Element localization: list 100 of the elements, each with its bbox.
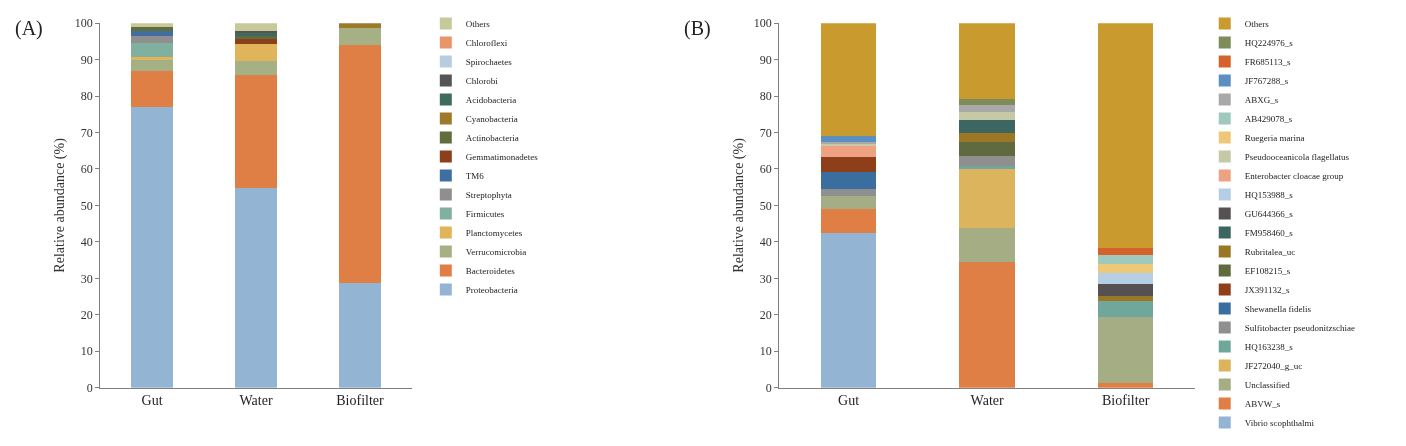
bar <box>1098 255 1154 264</box>
bar <box>235 74 277 188</box>
chart-title: (B) <box>684 17 711 40</box>
legend-label: Chlorobi <box>465 75 499 86</box>
legend-label: ABVW_s <box>1244 398 1281 409</box>
bar <box>959 141 1015 156</box>
legend-label: Cyanobacteria <box>465 113 518 124</box>
legend-label: Proteobacteria <box>465 284 518 295</box>
legend-label: FM958460_s <box>1244 227 1294 238</box>
y-tick-label: 10 <box>80 344 93 359</box>
bar <box>959 155 1015 167</box>
bar <box>339 28 381 46</box>
y-tick-label: 30 <box>759 271 772 286</box>
legend-label: Bacteroidetes <box>465 265 516 276</box>
legend-label: Chloroflexi <box>465 37 508 48</box>
legend-label: FR685113_s <box>1244 56 1291 67</box>
bar <box>235 61 277 75</box>
bar <box>959 120 1015 133</box>
legend-label: Gemmatimonadetes <box>465 151 539 162</box>
y-tick-label: 80 <box>759 89 772 104</box>
bar <box>820 23 877 136</box>
legend-label: TM6 <box>465 170 485 181</box>
y-tick-label: 50 <box>80 198 93 213</box>
legend-label: Firmicutes <box>465 208 505 219</box>
legend-label: Others <box>465 18 491 29</box>
bar <box>959 261 1015 388</box>
bar <box>820 135 877 142</box>
bar <box>959 168 1015 229</box>
bar <box>131 42 173 58</box>
legend-label: JX391132_s <box>1244 284 1290 295</box>
legend-label: Spirochaetes <box>465 56 513 67</box>
bar <box>820 233 877 388</box>
bar <box>131 59 173 71</box>
bar <box>131 106 173 388</box>
legend-label: HQ163238_s <box>1244 341 1294 352</box>
bar <box>235 44 277 62</box>
legend-label: Vibrio scophthalmi <box>1244 417 1315 428</box>
legend-label: Pseudooceanicola flagellatus <box>1244 151 1350 162</box>
legend-label: Shewanella fidelis <box>1244 303 1312 314</box>
y-tick-label: 40 <box>80 235 93 250</box>
bar <box>959 132 1015 142</box>
bar <box>959 23 1015 99</box>
legend-label: HQ153988_s <box>1244 189 1294 200</box>
bar <box>820 171 877 189</box>
legend-label: AB429078_s <box>1244 113 1293 124</box>
y-axis-title: Relative abundance (%) <box>731 137 748 273</box>
bar <box>131 35 173 43</box>
legend-label: Rubritalea_uc <box>1244 246 1296 257</box>
legend-label: Verrucomicrobia <box>465 246 527 257</box>
y-tick-label: 100 <box>753 16 772 31</box>
chart-title: (A) <box>15 17 43 40</box>
x-tick-label: Gut <box>141 393 163 409</box>
legend-label: Enterobacter cloacae group <box>1244 170 1344 181</box>
bar <box>339 282 381 388</box>
legend-label: JF272040_g_uc <box>1244 360 1303 371</box>
bar <box>131 31 173 36</box>
legend-label: HQ224976_s <box>1244 37 1294 48</box>
x-tick-label: Water <box>970 393 1004 409</box>
bar <box>820 189 877 196</box>
bar <box>959 105 1015 113</box>
bar <box>1098 284 1154 296</box>
legend-label: EF108215_s <box>1244 265 1291 276</box>
legend-label: Acidobacteria <box>465 94 517 105</box>
x-tick-label: Biofilter <box>1102 393 1150 409</box>
bar <box>235 38 277 45</box>
y-tick-label: 0 <box>765 380 772 395</box>
bar <box>959 228 1015 262</box>
y-tick-label: 80 <box>80 89 93 104</box>
y-tick-label: 20 <box>759 307 772 322</box>
bar <box>820 146 877 157</box>
bar <box>1098 316 1154 383</box>
legend-label: JF767288_s <box>1244 75 1289 86</box>
y-tick-label: 0 <box>86 380 93 395</box>
bar <box>820 209 877 234</box>
bar <box>1098 23 1154 249</box>
y-tick-label: 70 <box>80 125 93 140</box>
y-tick-label: 50 <box>759 198 772 213</box>
bar <box>959 98 1015 106</box>
y-tick-label: 40 <box>759 235 772 250</box>
legend-label: Others <box>1244 18 1270 29</box>
y-axis-title: Relative abundance (%) <box>52 137 69 273</box>
bar <box>339 45 381 283</box>
legend-label: Actinobacteria <box>465 132 519 143</box>
bar <box>235 187 277 388</box>
bar <box>131 70 173 107</box>
legend-label: Planctomycetes <box>465 227 523 238</box>
legend-label: Streptophyta <box>465 189 512 200</box>
bar <box>131 57 173 60</box>
y-tick-label: 30 <box>80 271 93 286</box>
bar <box>820 195 877 210</box>
y-tick-label: 90 <box>80 52 93 67</box>
legend-label: Ruegeria marina <box>1244 132 1305 143</box>
legend-label: ABXG_s <box>1244 94 1279 105</box>
y-tick-label: 90 <box>759 52 772 67</box>
legend-label: GU644366_s <box>1244 208 1294 219</box>
bar <box>959 166 1015 169</box>
y-tick-label: 10 <box>759 344 772 359</box>
bar <box>1098 300 1154 317</box>
legend-label: Unclassified <box>1244 379 1291 390</box>
y-tick-label: 70 <box>759 125 772 140</box>
